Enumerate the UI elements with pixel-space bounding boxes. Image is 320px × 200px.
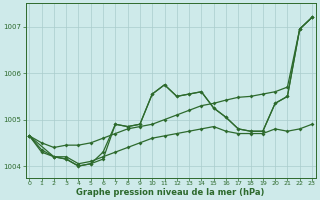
X-axis label: Graphe pression niveau de la mer (hPa): Graphe pression niveau de la mer (hPa) [76,188,265,197]
